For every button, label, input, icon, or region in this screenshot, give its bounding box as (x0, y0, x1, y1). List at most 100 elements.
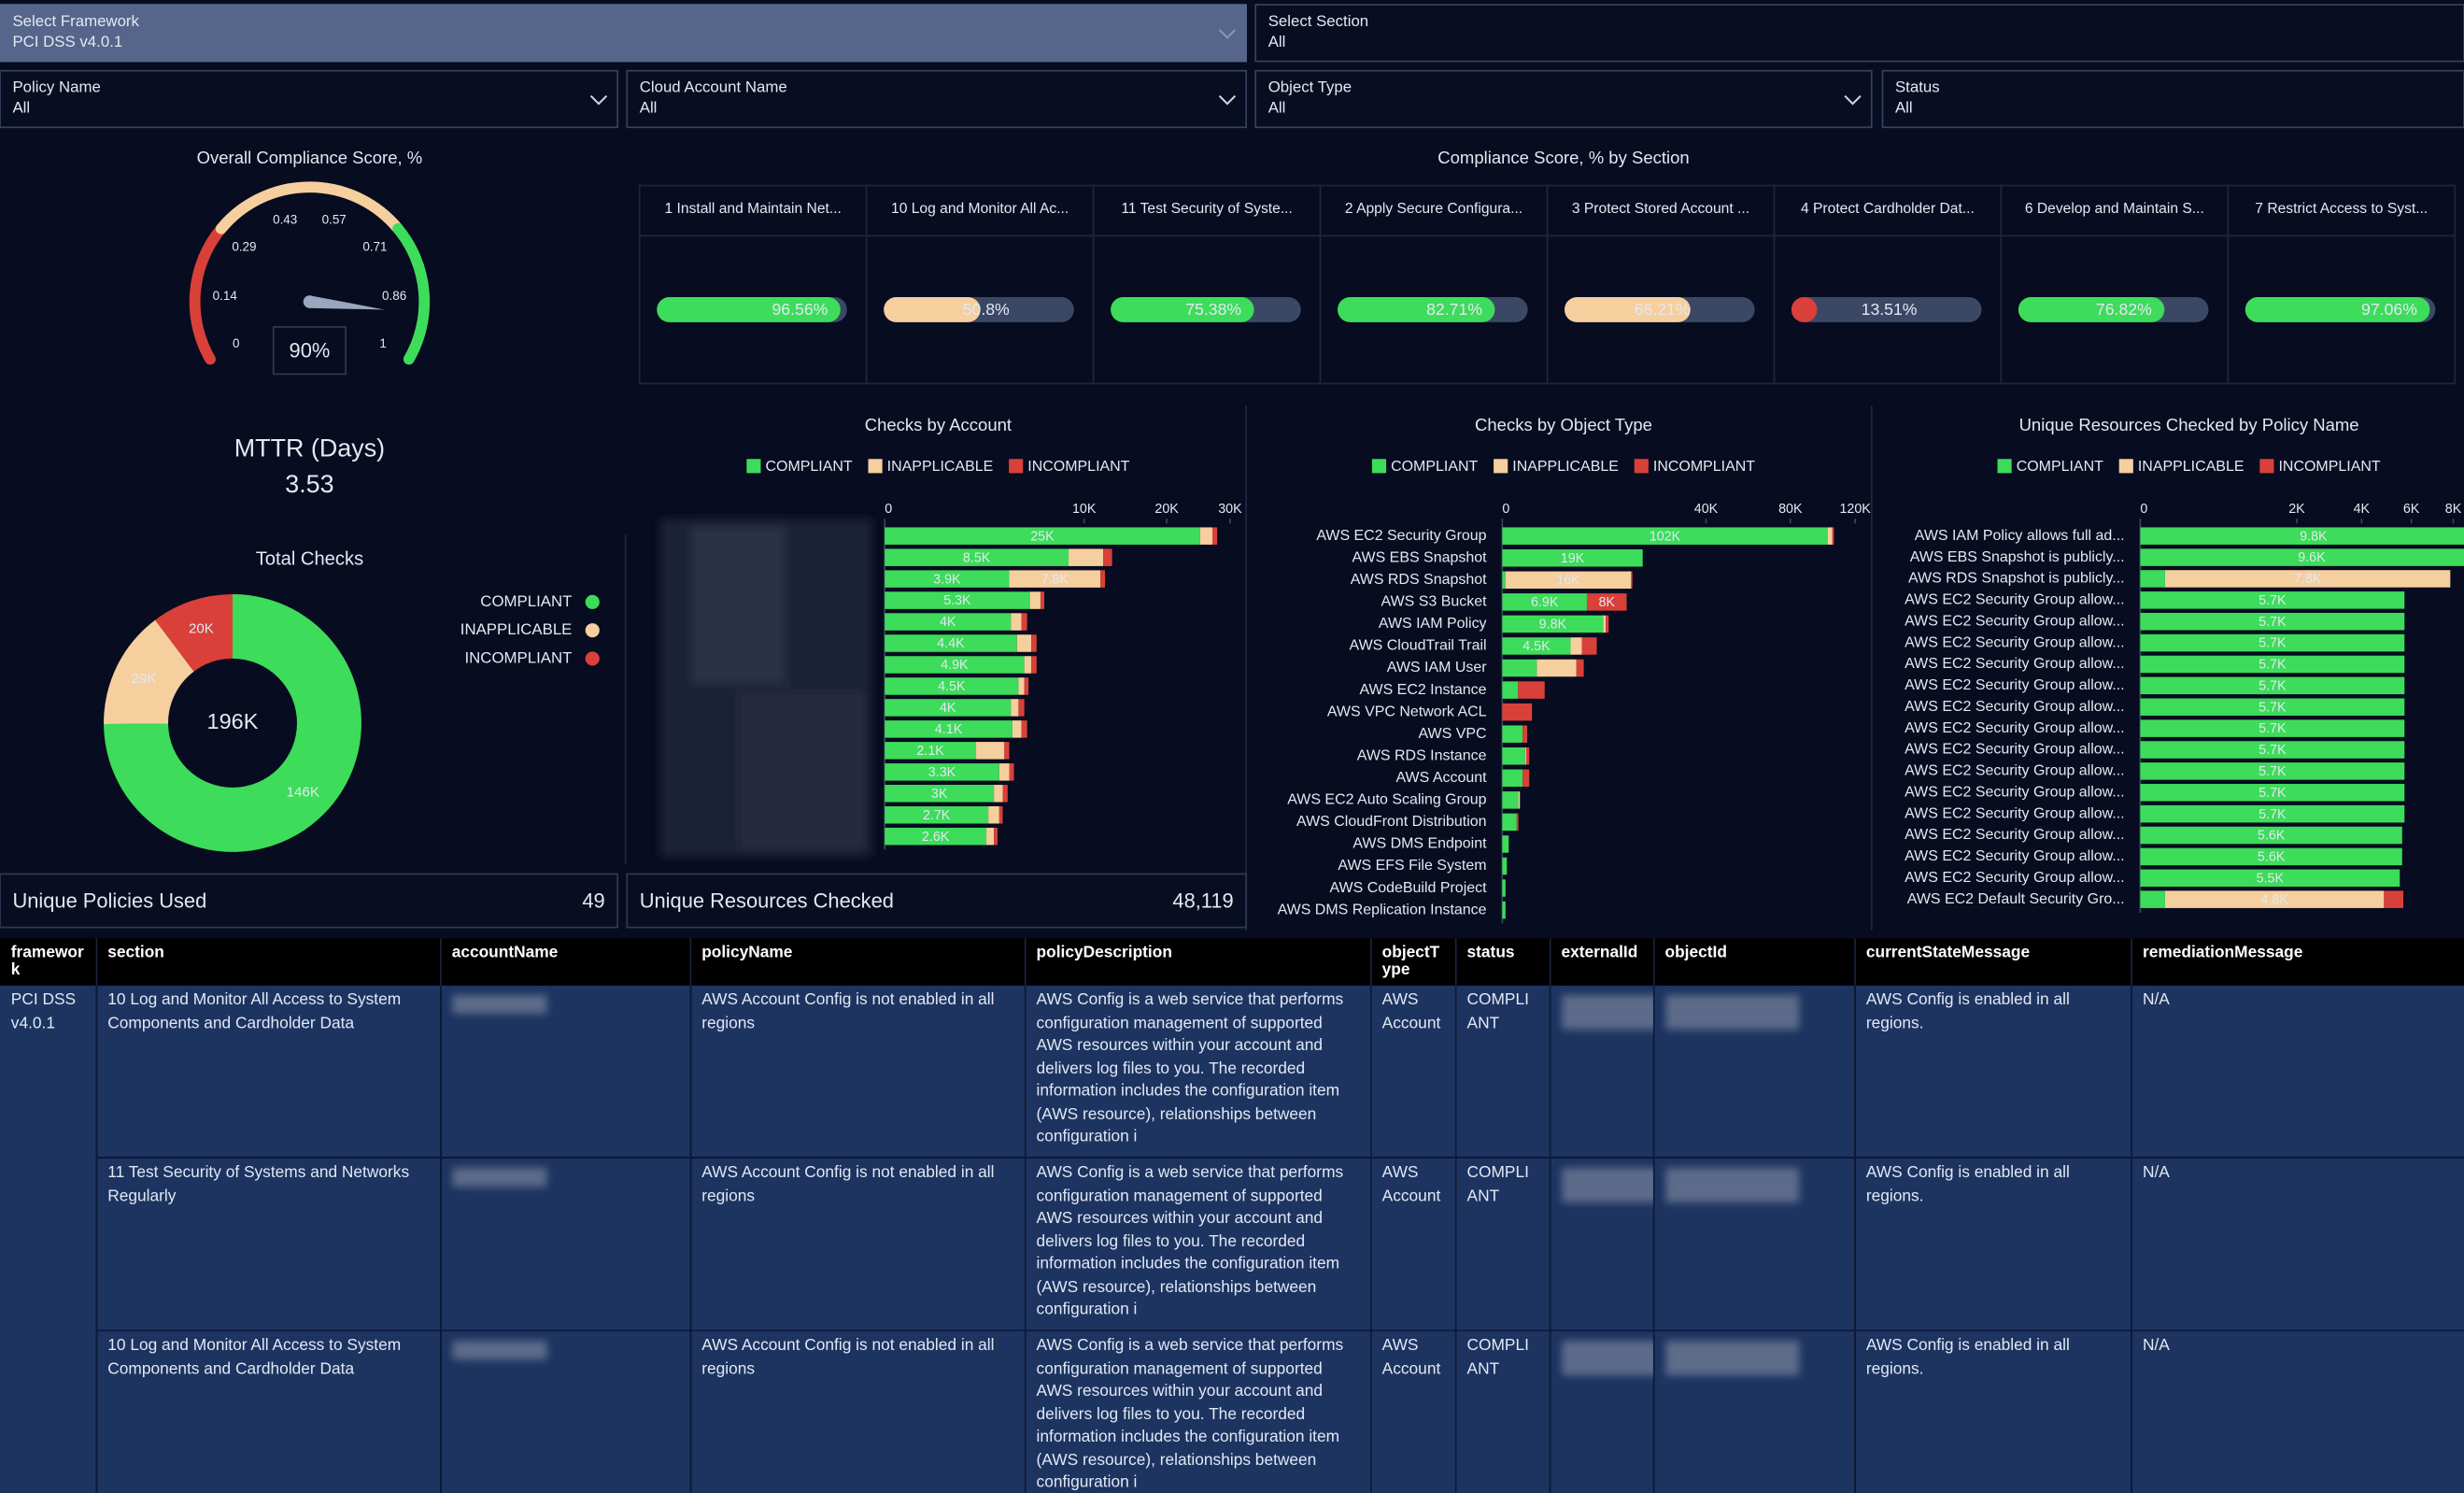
bar-segment (2140, 804, 2405, 823)
y-tick-label: AWS RDS Snapshot is publicly... (1908, 571, 2125, 587)
filter-dropdown[interactable]: Cloud Account Name All (626, 69, 1247, 129)
bar-segment (1502, 681, 1519, 699)
filter-dropdown[interactable]: Select Section All (1254, 4, 2464, 63)
filter-value: All (1268, 33, 1286, 50)
progress-label: 97.06% (2361, 300, 2417, 319)
donut-slice (104, 593, 361, 852)
progress-fill (1791, 296, 1818, 322)
bar-label: 5.7K (2259, 700, 2287, 715)
bar-label: 9.8K (2300, 529, 2328, 544)
y-tick-label: AWS RDS Snapshot (1351, 572, 1487, 588)
table-cell: COMPLIANT (1454, 1330, 1551, 1493)
filter-value: All (640, 99, 658, 117)
bar-segment (2164, 890, 2385, 908)
section-name: 7 Restrict Access to Syst... (2255, 201, 2428, 217)
bar-segment (2140, 784, 2405, 802)
bar-segment (1502, 901, 1506, 919)
bar-segment (1012, 720, 1022, 738)
redacted-value (451, 1168, 546, 1187)
x-tick-label: 120K (1839, 502, 1871, 517)
bar-segment (1518, 791, 1521, 809)
bar-label: 5.6K (2258, 850, 2286, 865)
table-cell: AWS Account Config is not enabled in all… (689, 1158, 1026, 1331)
filter-dropdown[interactable]: Policy Name All (0, 69, 619, 129)
filter-dropdown[interactable]: Status All (1881, 69, 2464, 129)
y-tick-label: AWS EC2 Default Security Gro... (1907, 891, 2125, 907)
filter-box[interactable] (0, 69, 619, 129)
y-tick-label: AWS EC2 Instance (1359, 682, 1486, 698)
bar-label: 4.5K (1522, 639, 1551, 654)
bar-segment (1029, 591, 1041, 609)
bar-label: 5.7K (2259, 786, 2287, 801)
bar-segment (1103, 548, 1112, 566)
blurred-account-names (659, 519, 872, 857)
bar-segment (1002, 785, 1008, 803)
legend-label: COMPLIANT (1391, 459, 1478, 475)
bar-segment (1518, 681, 1545, 699)
bar-label: 3K (931, 787, 948, 802)
y-tick-label: AWS EC2 Security Group allow... (1905, 805, 2124, 821)
kpi-label: Unique Policies Used (12, 889, 206, 912)
column-header: policyDescription (1024, 938, 1371, 986)
filter-dropdown[interactable]: Select Framework PCI DSS v4.0.1 (0, 4, 1247, 63)
bar-segment (1502, 548, 1643, 567)
bar-segment (885, 827, 987, 846)
filter-box[interactable] (1254, 4, 2464, 63)
bar-label: 2.6K (922, 830, 950, 845)
legend-label: INCOMPLIANT (464, 648, 572, 666)
bar-label: 19K (1561, 551, 1585, 566)
section-name: 11 Test Security of Syste... (1121, 201, 1293, 217)
bar-label: 8.5K (963, 550, 991, 565)
legend: COMPLIANT INAPPLICABLE INCOMPLIANT (746, 459, 1130, 475)
bar-label: 5.3K (943, 593, 971, 608)
bar-label: 5.7K (2259, 615, 2287, 630)
bar-segment (1031, 656, 1037, 674)
y-tick-label: AWS IAM User (1387, 660, 1487, 675)
y-tick-label: AWS EC2 Security Group allow... (1905, 848, 2124, 864)
bar-segment (1502, 659, 1537, 677)
bar-segment (1524, 746, 1526, 765)
section-name: 2 Apply Secure Configura... (1345, 201, 1522, 217)
table-cell: AWS Account (1370, 1330, 1456, 1493)
bar-segment (2140, 676, 2405, 695)
column-header: objectType (1370, 938, 1456, 986)
y-tick-label: AWS EFS File System (1338, 858, 1486, 874)
gauge-tick-label: 0.29 (232, 240, 256, 254)
bar-label: 5.7K (2259, 764, 2287, 779)
y-tick-label: AWS VPC (1418, 726, 1486, 742)
y-tick-label: AWS EC2 Security Group allow... (1905, 634, 2124, 650)
bar-segment (1018, 699, 1025, 717)
x-tick-label: 4K (2354, 502, 2371, 517)
filter-box[interactable] (1881, 69, 2464, 129)
filter-value: PCI DSS v4.0.1 (12, 33, 122, 50)
bar-segment (2140, 698, 2405, 716)
filter-box[interactable] (626, 69, 1247, 129)
bar-segment (1211, 527, 1218, 545)
bar-segment (2140, 719, 2405, 737)
legend-label: INAPPLICABLE (1512, 459, 1619, 475)
y-tick-label: AWS CloudTrail Trail (1350, 638, 1487, 654)
filter-dropdown[interactable]: Object Type All (1254, 69, 1873, 129)
bar-segment (1631, 571, 1633, 590)
y-tick-label: AWS EC2 Security Group allow... (1905, 742, 2124, 758)
chevron (1218, 29, 1237, 39)
section-title: Compliance Score, % by Section (1437, 148, 1689, 167)
progress-label: 82.71% (1426, 300, 1482, 319)
y-tick-label: AWS IAM Policy (1379, 616, 1487, 632)
filter-box[interactable] (0, 4, 1247, 63)
bar-segment (994, 827, 998, 846)
legend-label: INCOMPLIANT (1653, 459, 1755, 475)
table-cell (1549, 985, 1654, 1159)
table-cell: AWS Config is enabled in all regions. (1854, 1330, 2132, 1493)
section-name: 6 Develop and Maintain S... (2025, 201, 2204, 217)
progress-label: 96.56% (772, 300, 828, 319)
bar-segment (2140, 591, 2405, 609)
y-tick-label: AWS Account (1396, 770, 1488, 786)
x-tick-label: 0 (2140, 502, 2147, 517)
bar-segment (1606, 615, 1609, 633)
legend-label: COMPLIANT (2017, 459, 2103, 475)
filter-box[interactable] (1254, 69, 1873, 129)
redacted-value (1561, 1168, 1652, 1203)
bar-label: 6.9K (1531, 595, 1559, 610)
bar-segment (2140, 890, 2165, 908)
